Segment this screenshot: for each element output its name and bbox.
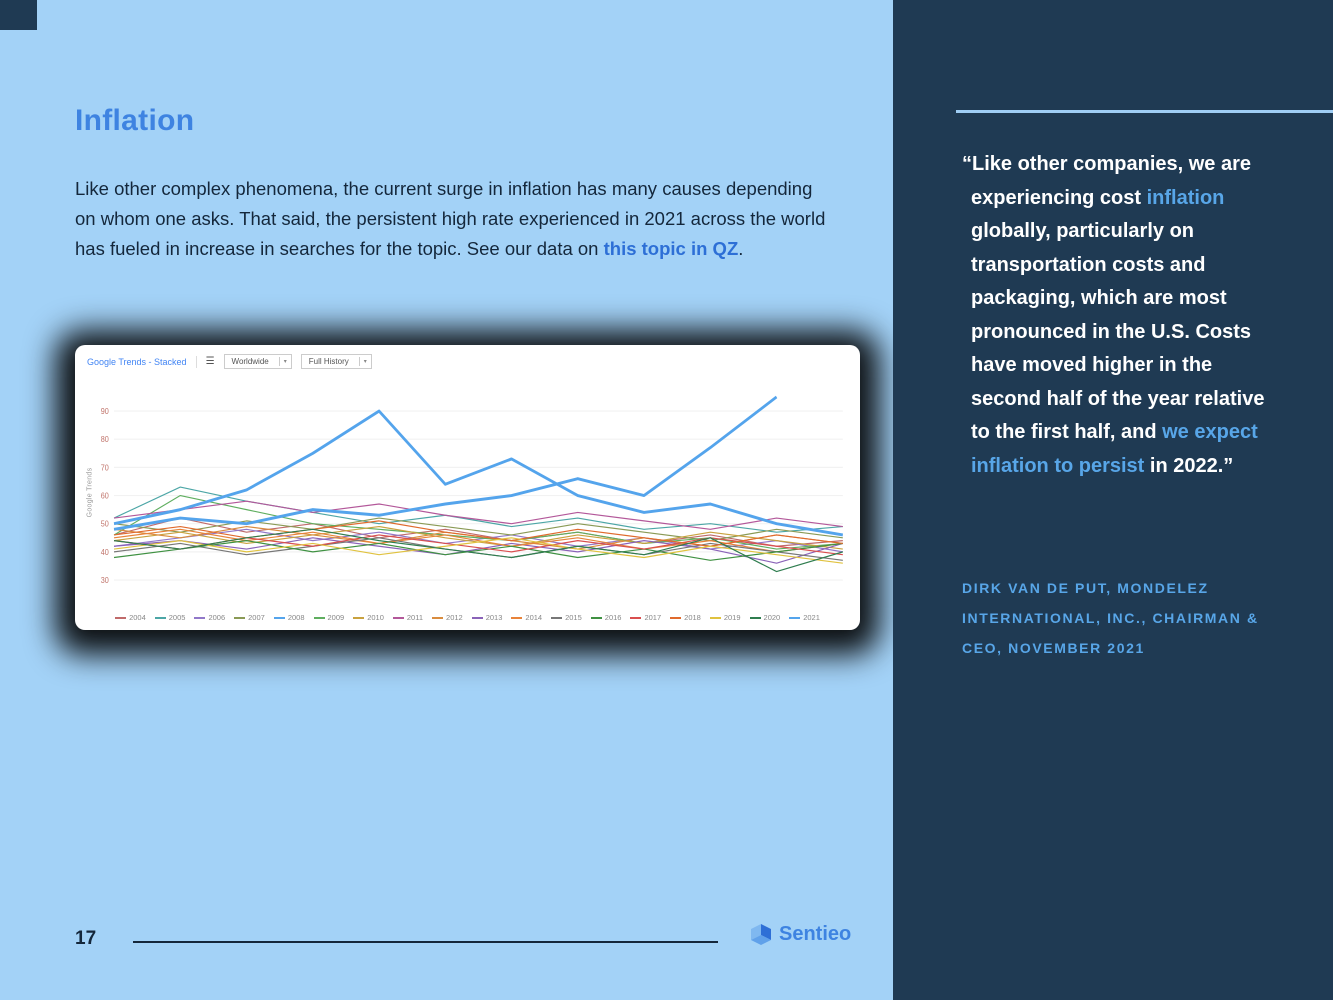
legend-item[interactable]: 2020 [749,613,780,622]
divider [195,355,197,368]
legend-dash-icon [313,616,325,619]
legend-dash-icon [670,616,682,619]
legend-item[interactable]: 2004 [115,613,146,622]
legend-dash-icon [590,616,602,619]
legend-dash-icon [234,616,246,619]
legend-item[interactable]: 2010 [353,613,384,622]
trends-plot: Google Trends 30 40 50 60 70 80 90 [83,377,848,600]
svg-text:90: 90 [101,407,109,417]
timerange-select-value: Full History [308,357,349,366]
chart-title: Google Trends - Stacked [87,356,187,367]
legend-dash-icon [511,616,523,619]
sentieo-logo-icon [751,924,771,945]
chevron-down-icon: ▾ [278,357,291,366]
legend-item[interactable]: 2006 [194,613,225,622]
legend-dash-icon [709,616,721,619]
legend-item[interactable]: 2013 [471,613,502,622]
svg-text:40: 40 [101,547,109,557]
legend-dash-icon [471,616,483,619]
legend-dash-icon [551,616,563,619]
svg-text:70: 70 [101,463,109,473]
chevron-down-icon: ▾ [358,357,371,366]
legend-item[interactable]: 2015 [551,613,582,622]
page-title: Inflation [75,104,195,137]
svg-text:60: 60 [101,491,109,501]
legend-item[interactable]: 2014 [511,613,542,622]
qz-topic-link[interactable]: this topic in QZ [603,238,739,259]
legend-dash-icon [154,616,166,619]
legend-dash-icon [353,616,365,619]
legend-dash-icon [115,616,127,619]
page-number: 17 [75,928,97,949]
legend-item[interactable]: 2018 [670,613,701,622]
menu-icon[interactable]: ☰ [205,355,215,367]
legend-dash-icon [789,616,801,619]
legend-dash-icon [392,616,404,619]
legend-dash-icon [749,616,761,619]
quote-divider [956,110,1333,113]
legend-dash-icon [273,616,285,619]
corner-accent [0,0,37,30]
legend-item[interactable]: 2011 [392,613,423,622]
legend-item[interactable]: 2019 [709,613,741,622]
sentieo-logo: Sentieo [748,922,851,946]
intro-paragraph: Like other complex phenomena, the curren… [75,178,826,259]
legend-item[interactable]: 2021 [789,613,820,622]
region-select-value: Worldwide [231,357,269,366]
svg-text:80: 80 [101,435,109,445]
footer-rule [133,941,718,943]
timerange-select[interactable]: Full History ▾ [300,354,372,369]
legend-dash-icon [194,616,206,619]
legend-item[interactable]: 2017 [630,613,661,622]
legend-item[interactable]: 2008 [273,613,305,622]
google-trends-chart-card: Google Trends - Stacked ☰ Worldwide ▾ Fu… [75,345,860,630]
accent-text: inflation [1146,186,1225,209]
accent-text: we expect inflation to persist [971,421,1258,477]
chart-legend: 2004 2005 2006 2007 2008 2009 2010 2011 2012 2013… [75,613,860,622]
legend-dash-icon [432,616,444,619]
chart-header: Google Trends - Stacked ☰ Worldwide ▾ Fu… [75,345,860,372]
quote-panel [893,0,1333,1000]
quote-attribution: DIRK VAN DE PUT, MONDELEZ INTERNATIONAL,… [962,580,1259,656]
legend-item[interactable]: 2007 [234,613,265,622]
sentieo-wordmark: Sentieo [779,922,852,945]
svg-text:30: 30 [101,576,109,586]
region-select[interactable]: Worldwide ▾ [223,354,292,369]
legend-item[interactable]: 2009 [313,613,344,622]
pull-quote: “Like other companies, we are experienci… [962,153,1265,477]
legend-item[interactable]: 2005 [154,613,185,622]
legend-dash-icon [630,616,642,619]
y-axis-label: Google Trends [86,467,94,517]
svg-text:50: 50 [101,519,109,529]
legend-item[interactable]: 2012 [432,613,463,622]
legend-item[interactable]: 2016 [590,613,621,622]
